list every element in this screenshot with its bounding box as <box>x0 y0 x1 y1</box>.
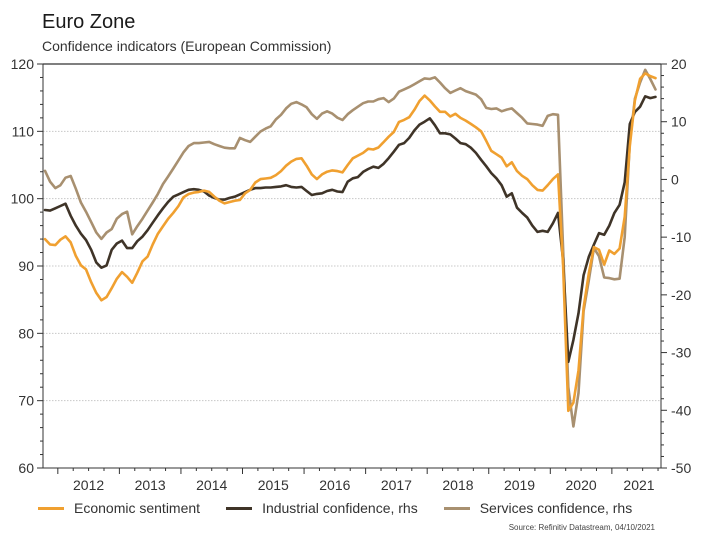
x-axis-tick-label: 2020 <box>566 477 597 493</box>
x-axis-tick-label: 2016 <box>319 477 350 493</box>
legend-label: Industrial confidence, rhs <box>262 500 418 516</box>
left-axis-tick-label: 100 <box>11 191 35 207</box>
right-axis-tick-label: -20 <box>671 287 691 303</box>
series-line-economic-sentiment <box>43 72 657 413</box>
right-axis-tick-label: 10 <box>671 114 687 130</box>
right-axis-tick-label: -10 <box>671 229 691 245</box>
right-axis-tick-label: -40 <box>671 402 691 418</box>
legend-swatch-economic-sentiment <box>38 506 64 510</box>
series-line-services-confidence-rhs <box>43 68 657 428</box>
x-axis-tick-label: 2019 <box>504 477 535 493</box>
right-axis-tick-label: 0 <box>671 171 679 187</box>
legend-item-industrial-confidence: Industrial confidence, rhs <box>226 500 418 516</box>
legend-label: Economic sentiment <box>74 500 201 516</box>
chart-title: Euro Zone <box>42 11 136 33</box>
left-axis-tick-label: 60 <box>18 460 34 476</box>
legend-label: Services confidence, rhs <box>479 500 633 516</box>
legend-item-economic-sentiment: Economic sentiment <box>38 500 200 516</box>
x-axis-tick-label: 2018 <box>442 477 473 493</box>
right-axis-tick-label: -50 <box>671 460 691 476</box>
chart-subtitle: Confidence indicators (European Commissi… <box>42 38 332 54</box>
x-axis-tick-label: 2013 <box>135 477 166 493</box>
series-lines <box>43 68 657 428</box>
left-axis-tick-label: 120 <box>11 56 35 72</box>
left-axis-tick-label: 80 <box>18 325 34 341</box>
x-axis-tick-label: 2015 <box>258 477 289 493</box>
gridlines <box>43 130 661 402</box>
x-axis-tick-label: 2014 <box>196 477 227 493</box>
source-note: Source: Refinitiv Datastream, 04/10/2021 <box>508 523 655 532</box>
legend: Economic sentiment Industrial confidence… <box>38 500 658 516</box>
left-axis-tick-label: 110 <box>12 123 35 139</box>
left-axis-tick-label: 70 <box>18 393 34 409</box>
right-axis-tick-label: 20 <box>671 56 687 72</box>
right-axis-tick-label: -30 <box>671 345 691 361</box>
left-axis-tick-label: 90 <box>18 258 34 274</box>
x-axis-tick-label: 2017 <box>381 477 412 493</box>
x-axis-tick-label: 2012 <box>73 477 104 493</box>
axes: 60 70 80 90 100 110 120 -50 -40 -30 -20 -10 0 10 20 201… <box>11 56 692 493</box>
legend-swatch-services-confidence <box>443 506 470 510</box>
series-line-industrial-confidence-rhs <box>43 95 657 364</box>
legend-swatch-industrial-confidence <box>226 506 253 510</box>
x-axis-tick-label: 2021 <box>623 477 654 493</box>
legend-item-services-confidence: Services confidence, rhs <box>443 500 633 516</box>
